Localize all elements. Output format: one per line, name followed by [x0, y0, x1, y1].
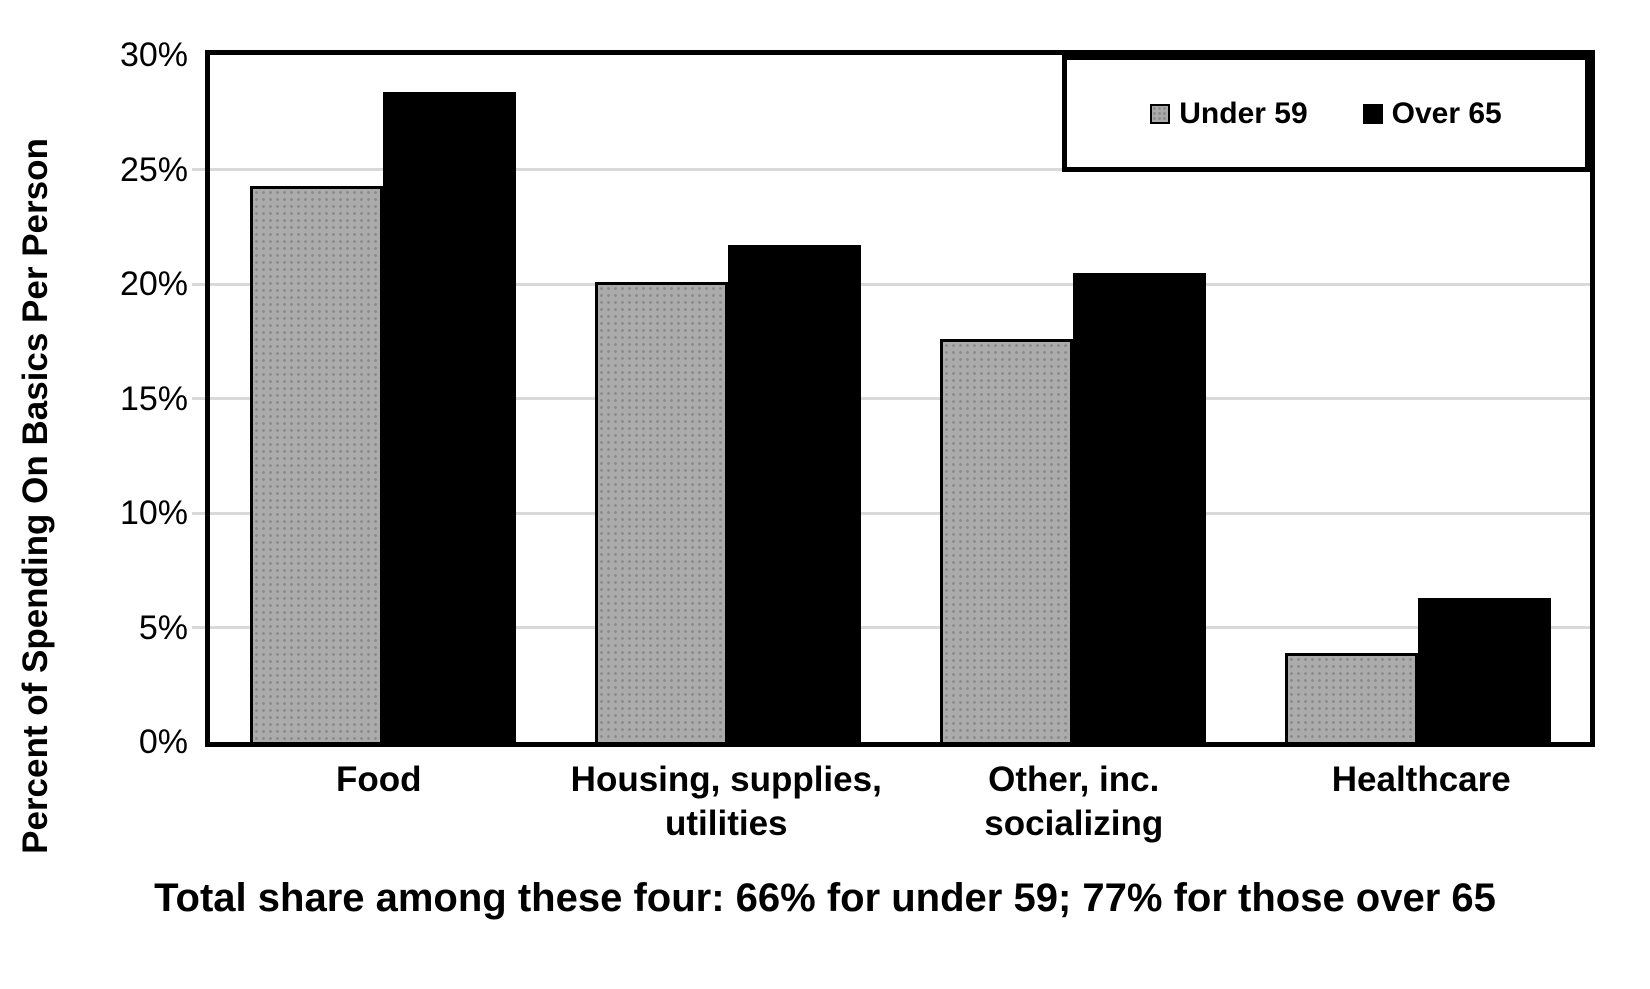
legend-item-over-65: Over 65 — [1362, 96, 1502, 131]
y-tick-label: 10% — [119, 494, 188, 532]
legend-item-under-59: Under 59 — [1150, 96, 1308, 131]
y-tick-mark — [192, 282, 205, 286]
y-tick-mark — [192, 397, 205, 400]
bar-under-59-healthcare — [1284, 652, 1418, 742]
y-tick-mark — [192, 168, 205, 171]
chart-caption: Total share among these four: 66% for un… — [154, 876, 1496, 920]
bar-over-65-healthcare — [1417, 597, 1551, 742]
gridline — [210, 626, 1590, 629]
gridline — [210, 282, 1590, 286]
gridline — [210, 397, 1590, 400]
bar-under-59-food — [249, 185, 383, 742]
gridline — [210, 168, 1590, 171]
y-tick-label: 30% — [119, 36, 188, 74]
x-label-housing: Housing, supplies, utilities — [570, 760, 882, 843]
y-tick-mark — [192, 626, 205, 629]
over-65-swatch-icon — [1362, 103, 1383, 124]
under-59-swatch-icon — [1150, 103, 1171, 124]
legend: Under 59 Over 65 — [1062, 55, 1590, 172]
bar-group-other-inc — [900, 55, 1245, 742]
y-tick-label: 15% — [119, 379, 188, 418]
x-label-other: Other, inc. socializing — [984, 760, 1164, 843]
bars-layer — [210, 55, 1590, 742]
y-tick-label: 0% — [138, 723, 188, 761]
plot-area: Under 59 Over 65 — [205, 50, 1595, 747]
y-tick-label: 20% — [119, 265, 188, 303]
legend-label-under-59: Under 59 — [1179, 96, 1308, 130]
y-tick-label: 5% — [138, 608, 188, 647]
x-axis-labels: Food Housing, supplies, utilities Other,… — [205, 758, 1595, 846]
bar-over-65-housing-supplies — [727, 245, 861, 742]
bar-group-healthcare — [1245, 55, 1590, 742]
bar-group-housing-supplies — [555, 55, 900, 742]
gridline — [210, 511, 1590, 515]
x-label-healthcare: Healthcare — [1331, 760, 1511, 799]
bar-under-59-housing-supplies — [594, 281, 728, 742]
y-tick-label: 25% — [119, 150, 188, 189]
legend-label-over-65: Over 65 — [1391, 96, 1502, 130]
bar-under-59-other-inc — [939, 338, 1073, 742]
x-label-food: Food — [335, 760, 422, 799]
bar-over-65-food — [382, 91, 516, 742]
bar-group-food — [210, 55, 555, 742]
y-tick-mark — [192, 511, 205, 515]
bar-over-65-other-inc — [1072, 272, 1206, 742]
